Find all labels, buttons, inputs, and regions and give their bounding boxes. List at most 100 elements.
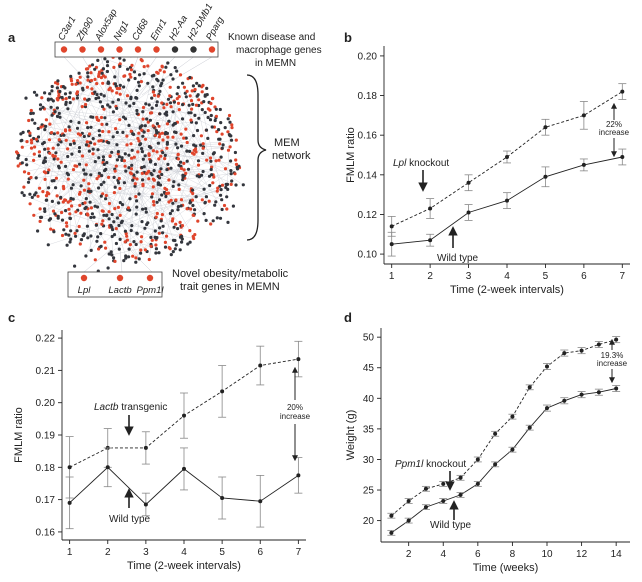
chart-b-plot: 1 2 3 4 5 6 7 0.10 0.12 0.14 0.16 0.18 0.20 Time (2-w…: [345, 46, 630, 296]
network-node: [171, 110, 175, 114]
network-node: [120, 158, 124, 162]
network-node: [28, 131, 32, 135]
known-gene-label: Nrg1: [112, 19, 132, 42]
data-point: [466, 210, 471, 215]
network-node: [53, 212, 57, 216]
network-node: [135, 88, 139, 92]
network-node: [175, 97, 179, 101]
network-node: [210, 97, 215, 101]
network-node: [139, 240, 143, 244]
network-node: [166, 191, 171, 195]
network-node: [182, 161, 186, 165]
network-node: [118, 213, 122, 217]
network-node: [120, 203, 125, 207]
network-node: [172, 122, 177, 126]
network-node: [154, 247, 158, 251]
network-node: [137, 257, 141, 261]
network-node: [185, 89, 189, 93]
network-node: [126, 67, 130, 71]
network-node: [207, 199, 211, 203]
network-node: [132, 240, 136, 244]
network-node: [117, 181, 121, 185]
known-gene-link: [141, 56, 194, 96]
data-point: [458, 475, 463, 480]
network-node: [129, 228, 133, 233]
data-point: [466, 180, 471, 185]
network-node: [52, 179, 56, 183]
network-node: [29, 111, 33, 116]
network-node: [157, 198, 162, 202]
network-node: [134, 260, 138, 264]
network-node: [228, 145, 232, 149]
network-edge: [142, 179, 205, 190]
y-tick-label: 0.22: [36, 334, 56, 345]
network-node: [124, 254, 128, 258]
network-node: [171, 217, 175, 221]
data-point: [527, 425, 532, 430]
data-point: [510, 447, 515, 452]
network-node: [118, 92, 122, 96]
network-node: [83, 97, 87, 101]
network-node: [155, 100, 159, 104]
network-node: [117, 155, 121, 159]
network-node: [84, 205, 88, 209]
network-edge: [166, 203, 173, 237]
network-node: [140, 220, 144, 224]
network-node: [125, 134, 129, 138]
network-node: [166, 61, 170, 65]
data-point: [596, 390, 601, 395]
network-node: [137, 192, 141, 196]
network-node: [144, 102, 148, 106]
network-node: [81, 88, 85, 92]
network-node: [111, 228, 115, 232]
x-tick-label: 6: [257, 547, 263, 558]
network-node: [127, 78, 131, 82]
network-brace: [246, 74, 267, 241]
network-node: [110, 150, 114, 154]
network-node: [97, 129, 101, 133]
network-node: [151, 149, 155, 153]
network-node: [52, 132, 56, 136]
network-node: [27, 118, 31, 123]
network-node: [163, 132, 168, 136]
network-node: [69, 186, 73, 190]
panel-b-letter: b: [344, 30, 352, 45]
network-node: [28, 133, 32, 138]
network-node: [66, 107, 70, 111]
network-node: [34, 137, 39, 141]
network-node: [97, 96, 101, 100]
network-node: [179, 132, 183, 136]
network-node: [90, 63, 95, 67]
network-node: [203, 201, 207, 205]
network-edge: [58, 93, 157, 131]
known-gene-node: [97, 46, 105, 53]
network-node: [163, 240, 167, 244]
network-node: [86, 213, 90, 217]
y-axis-label: FMLM ratio: [13, 407, 25, 463]
network-node: [38, 186, 42, 190]
network-node: [123, 164, 127, 168]
known-gene-node: [79, 46, 86, 53]
network-node: [25, 140, 29, 144]
network-node: [171, 250, 175, 254]
y-tick-label: 40: [363, 394, 375, 405]
data-point: [182, 413, 186, 418]
network-node: [100, 222, 104, 226]
network-edge: [59, 139, 163, 153]
network-node: [214, 159, 218, 163]
network-node: [20, 145, 24, 149]
network-node: [157, 135, 161, 139]
network-node: [186, 242, 190, 246]
data-point: [220, 496, 225, 500]
novel-gene-node: [116, 274, 124, 282]
network-node: [169, 105, 173, 109]
network-node: [145, 222, 149, 227]
network-node: [104, 193, 108, 198]
network-node: [22, 185, 26, 189]
known-gene-node: [60, 46, 68, 53]
data-point: [505, 154, 509, 159]
network-node: [62, 187, 66, 191]
network-node: [82, 178, 86, 182]
data-point: [543, 174, 548, 179]
network-node: [226, 130, 230, 134]
